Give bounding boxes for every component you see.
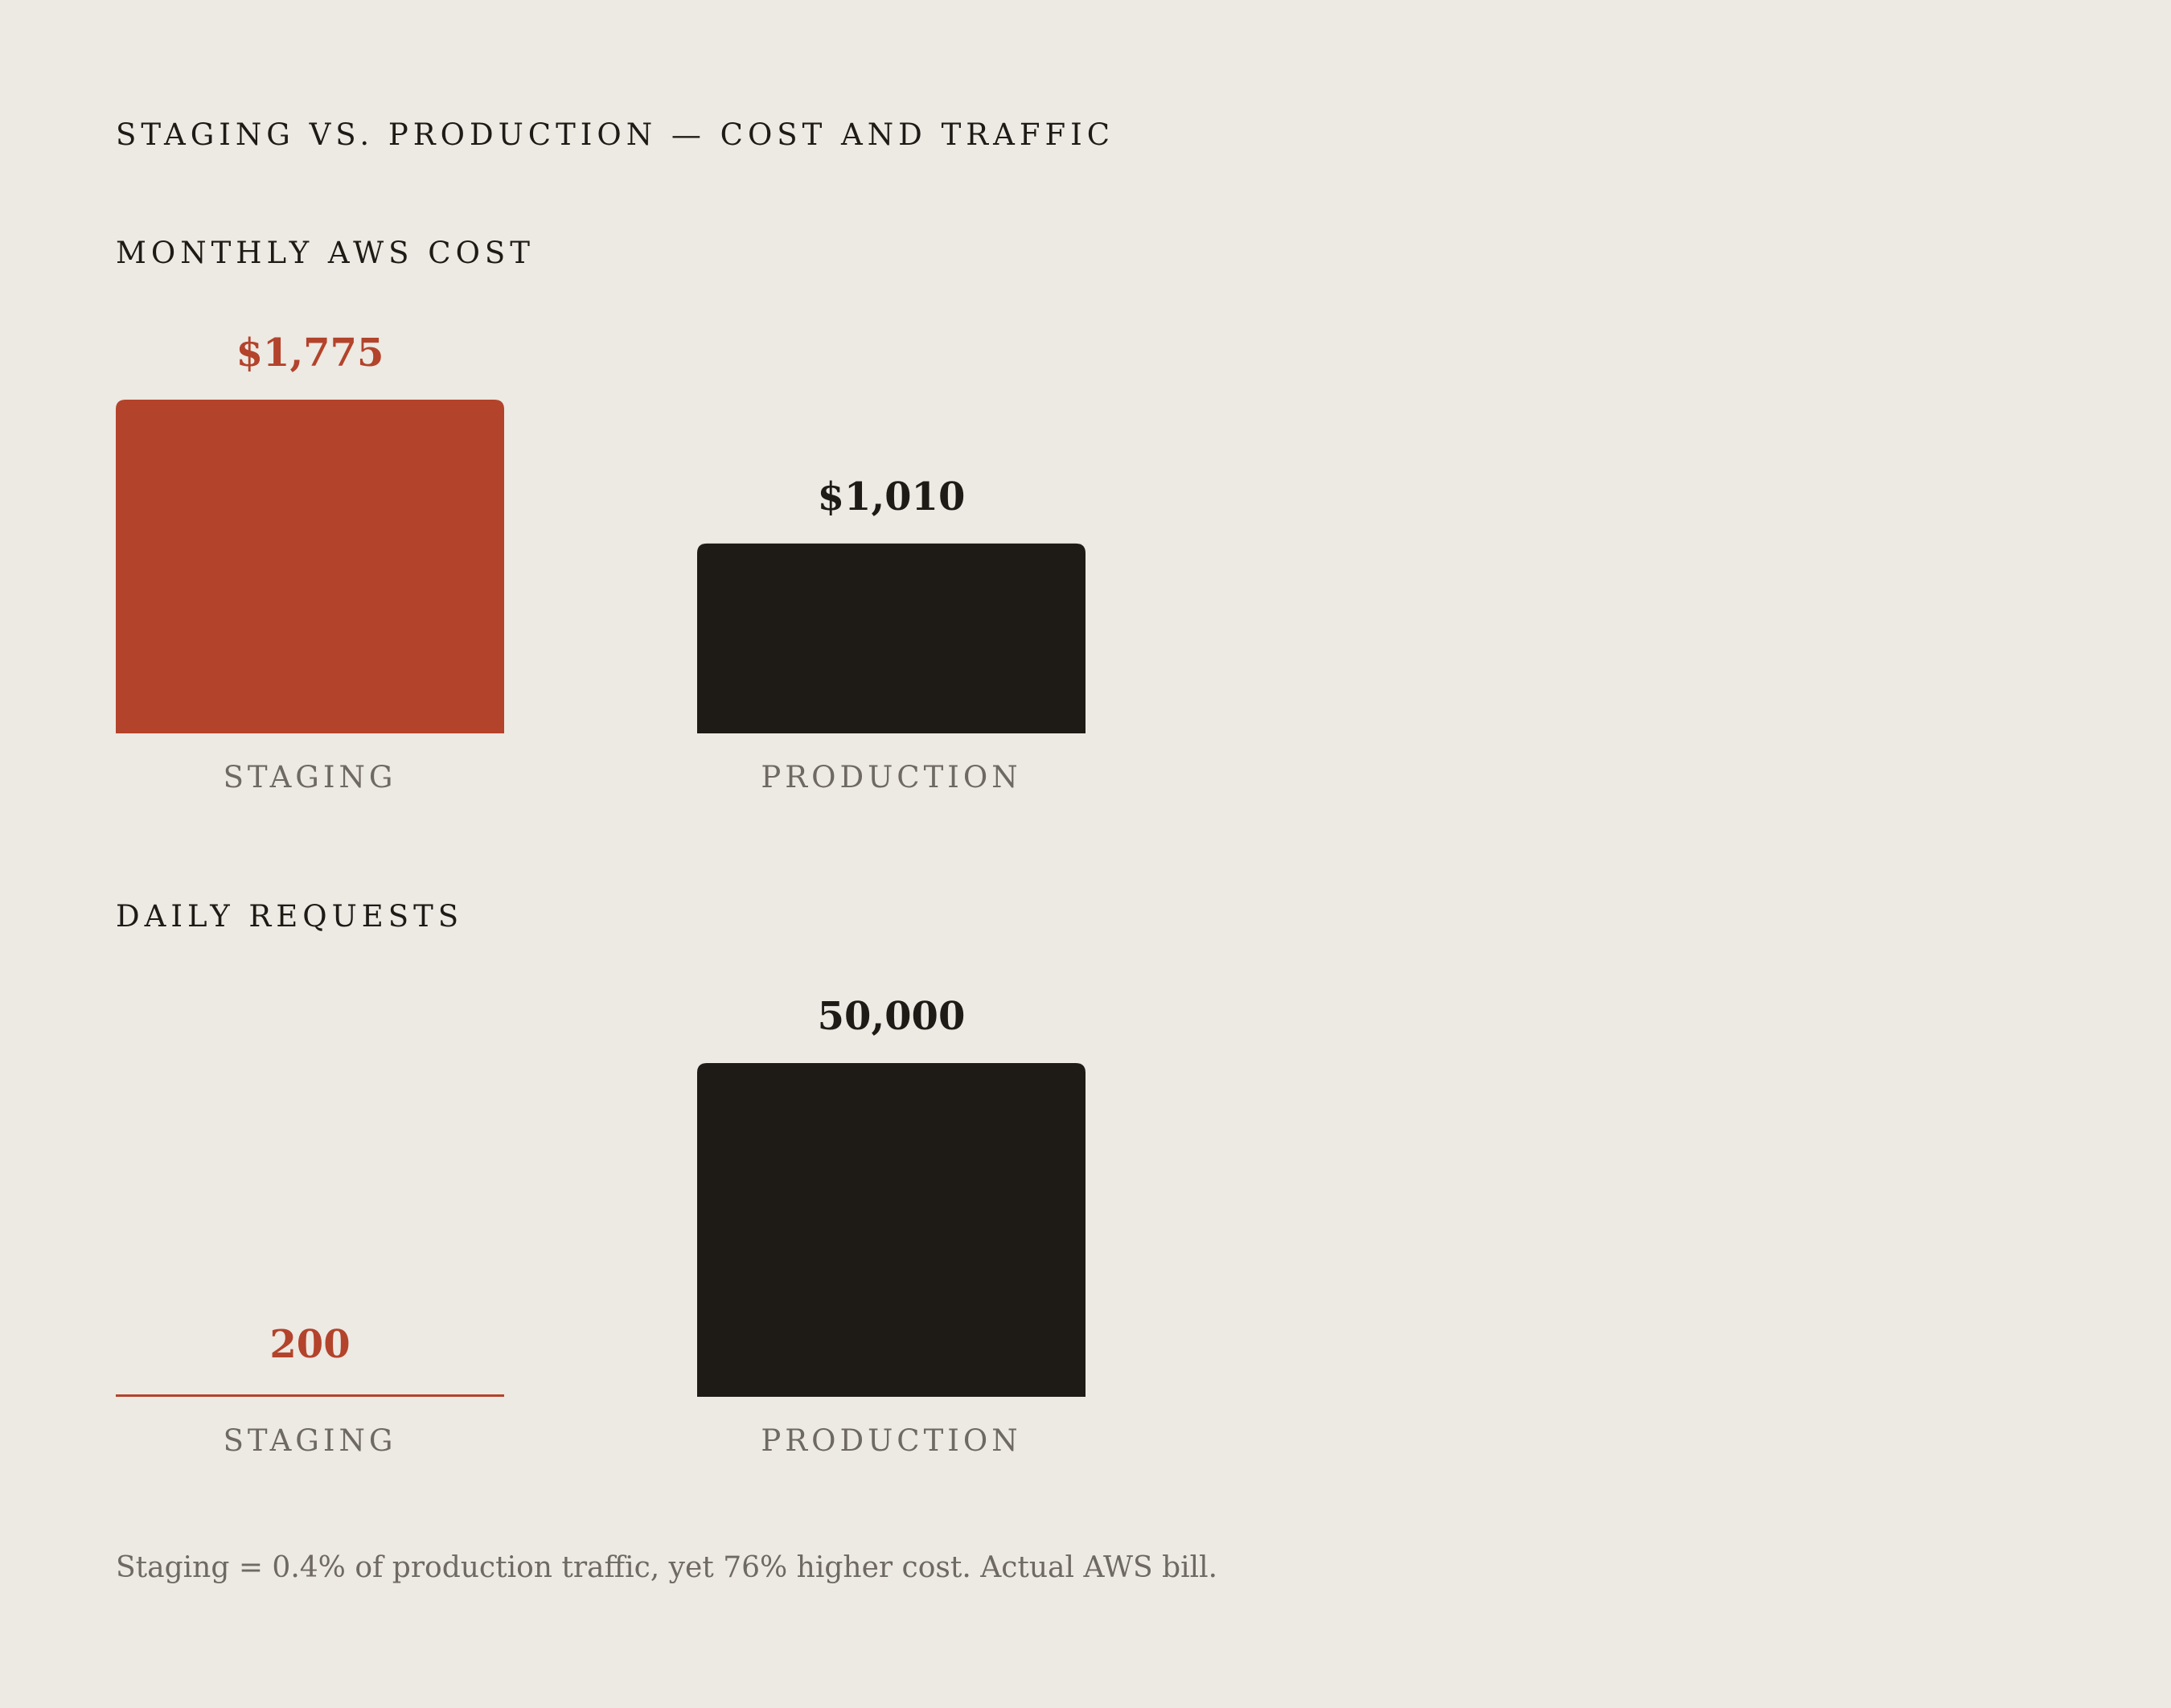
category-label: STAGING <box>224 1423 397 1458</box>
chart-title: STAGING VS. PRODUCTION — COST AND TRAFFI… <box>116 117 1115 152</box>
bar-staging <box>116 400 504 733</box>
value-label: $1,010 <box>818 474 966 519</box>
footnote: Staging = 0.4% of production traffic, ye… <box>116 1551 1218 1584</box>
category-label: PRODUCTION <box>761 760 1021 794</box>
bar-production <box>697 1063 1086 1397</box>
value-label: 50,000 <box>818 994 966 1039</box>
cost-chart-title: MONTHLY AWS COST <box>116 236 535 270</box>
category-label: PRODUCTION <box>761 1423 1021 1458</box>
value-label: 200 <box>269 1322 350 1367</box>
bar-production <box>697 543 1086 733</box>
value-label: $1,775 <box>236 331 384 376</box>
bar-staging <box>116 1394 504 1397</box>
requests-chart-title: DAILY REQUESTS <box>116 899 464 934</box>
category-label: STAGING <box>224 760 397 794</box>
